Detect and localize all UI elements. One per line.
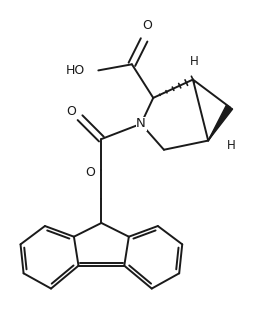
Text: O: O xyxy=(142,19,152,32)
Text: O: O xyxy=(66,105,76,118)
Polygon shape xyxy=(208,105,233,141)
Text: O: O xyxy=(85,166,95,179)
Text: H: H xyxy=(227,139,236,152)
Text: HO: HO xyxy=(65,64,85,77)
Text: N: N xyxy=(136,117,146,130)
Text: H: H xyxy=(190,55,199,68)
